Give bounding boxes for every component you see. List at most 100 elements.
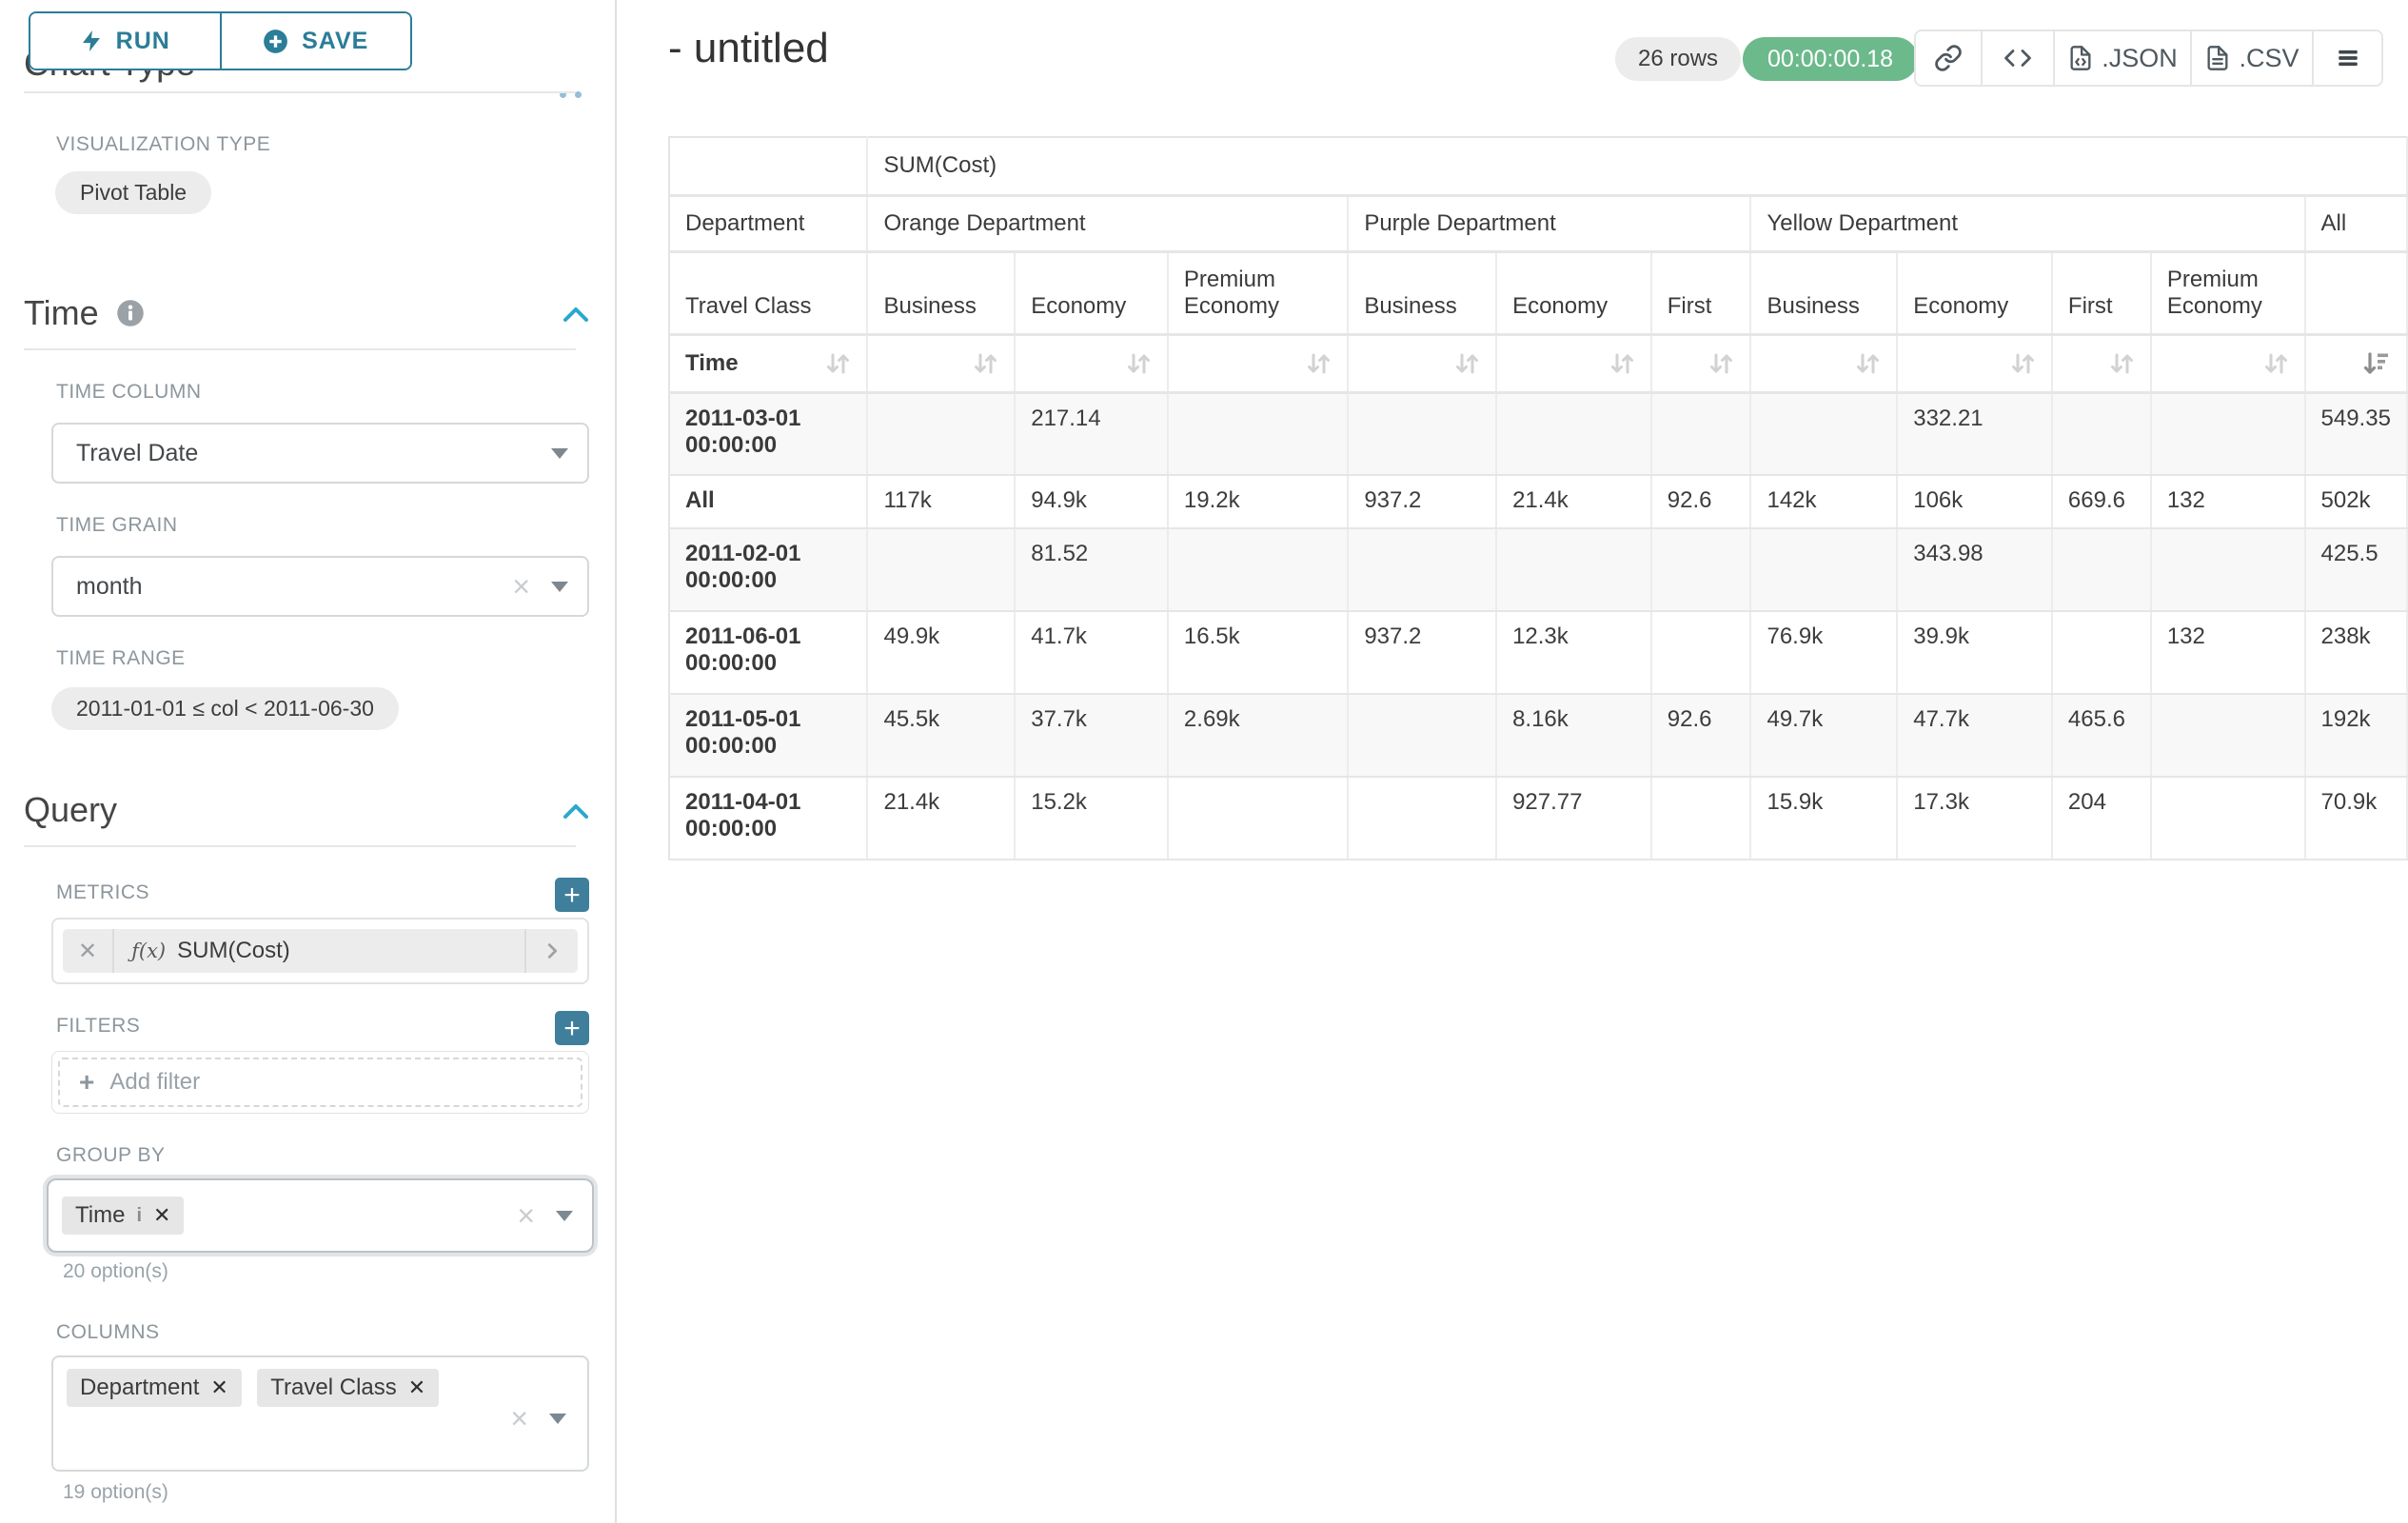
section-divider [24,91,576,93]
columns-select[interactable]: Department ✕ Travel Class ✕ × [51,1355,589,1472]
time-range-pill[interactable]: 2011-01-01 ≤ col < 2011-06-30 [51,687,399,730]
remove-tag-icon[interactable]: ✕ [210,1375,228,1399]
clear-icon[interactable]: × [510,1401,528,1435]
travel-class-header: First [2051,251,2152,336]
sort-icon[interactable] [2009,350,2036,377]
travel-class-header: Economy [1496,251,1652,336]
metrics-container: ✕ ƒ(x) SUM(Cost) [51,918,589,984]
time-grain-select[interactable]: month × [51,556,589,617]
remove-metric-icon[interactable]: ✕ [63,929,115,973]
visualization-type-pill[interactable]: Pivot Table [55,171,212,214]
view-query-button[interactable] [1981,31,2053,85]
sort-icon[interactable] [1609,350,1635,377]
pivot-cell: 937.2 [1348,611,1498,695]
pivot-cell [1348,694,1498,778]
add-metric-button[interactable]: + [555,878,589,912]
sort-header-cell[interactable] [1750,334,1899,394]
pivot-cell [867,528,1016,612]
file-code-icon [2070,46,2091,70]
pivot-cell: 17.3k [1897,777,2053,860]
copy-link-button[interactable] [1916,31,1981,85]
travel-class-header: First [1650,251,1752,336]
metric-pill[interactable]: ✕ ƒ(x) SUM(Cost) [63,929,578,973]
clear-icon[interactable]: × [517,1198,535,1233]
sort-icon[interactable] [1854,350,1881,377]
chevron-down-icon [551,447,568,459]
metrics-label: METRICS [56,881,149,903]
chart-actions-toolbar: .JSON .CSV [1914,30,2383,87]
export-json-button[interactable]: .JSON [2053,31,2190,85]
pivot-cell [1348,777,1498,860]
clear-icon[interactable]: × [512,569,530,603]
remove-tag-icon[interactable]: ✕ [407,1375,426,1399]
remove-tag-icon[interactable]: ✕ [153,1203,171,1227]
sort-header-cell[interactable]: Time [669,334,869,394]
pivot-cell [2150,392,2306,476]
sort-icon[interactable] [1125,350,1152,377]
pivot-cell: 94.9k [1015,475,1169,529]
travel-class-header: Premium Economy [1167,251,1350,336]
columns-label: COLUMNS [56,1321,160,1343]
department-group-header: Purple Department [1348,195,1752,253]
group-by-select[interactable]: Time i ✕ × [47,1178,594,1253]
sort-icon[interactable] [824,350,851,377]
time-section-title: Time [24,293,145,333]
run-button[interactable]: RUN [30,13,220,69]
sort-header-cell[interactable] [1015,334,1169,394]
sort-icon[interactable] [1305,350,1332,377]
sort-icon[interactable] [2262,350,2289,377]
pivot-cell: 15.9k [1750,777,1899,860]
row-dimension-label: Time [685,349,739,376]
panel-resize-dot[interactable] [575,91,582,98]
code-icon [2004,49,2031,67]
time-column-select[interactable]: Travel Date [51,423,589,484]
pivot-cell [1750,392,1899,476]
query-section-title: Query [24,790,118,829]
pivot-cell: 16.5k [1167,611,1350,695]
sort-desc-icon[interactable] [2362,350,2391,377]
sort-icon[interactable] [1453,350,1480,377]
time-grain-label: TIME GRAIN [56,514,178,536]
row-header: 2011-04-01 00:00:00 [669,777,869,860]
pivot-cell [1650,777,1752,860]
time-column-label: TIME COLUMN [56,381,202,403]
pivot-cell [1167,777,1350,860]
sort-header-cell[interactable] [2150,334,2306,394]
sort-header-cell[interactable] [1348,334,1498,394]
pivot-cell [1650,392,1752,476]
sort-header-cell[interactable] [867,334,1016,394]
row-header: 2011-06-01 00:00:00 [669,611,869,695]
collapse-time-section-icon[interactable] [562,303,590,326]
sort-header-cell[interactable] [2051,334,2152,394]
add-filter-plus-button[interactable]: + [555,1011,589,1045]
sort-icon[interactable] [2108,350,2135,377]
sort-header-cell[interactable] [1167,334,1350,394]
department-group-header: Orange Department [867,195,1350,253]
pivot-cell [1348,392,1498,476]
panel-resize-dot[interactable] [560,91,566,98]
more-options-button[interactable] [2312,31,2381,85]
sort-header-cell[interactable] [1897,334,2053,394]
pivot-cell: 39.9k [1897,611,2053,695]
pivot-cell [2150,694,2306,778]
travel-class-header: Business [867,251,1016,336]
expand-metric-icon[interactable] [524,929,578,973]
travel-class-header: Economy [1897,251,2053,336]
sort-icon[interactable] [972,350,998,377]
chevron-down-icon [556,1210,573,1221]
export-csv-button[interactable]: .CSV [2190,31,2312,85]
sort-header-cell[interactable] [2304,334,2408,394]
pivot-corner-cell [669,137,869,197]
sort-header-cell[interactable] [1496,334,1652,394]
pivot-cell: 12.3k [1496,611,1652,695]
collapse-query-section-icon[interactable] [562,800,590,822]
sort-icon[interactable] [1707,350,1734,377]
pivot-cell: 21.4k [867,777,1016,860]
save-button[interactable]: SAVE [219,13,410,69]
add-filter-button[interactable]: + Add filter [58,1058,582,1107]
pivot-cell: 132 [2150,475,2306,529]
sort-header-cell[interactable] [1650,334,1752,394]
pivot-table: SUM(Cost) Department Orange Department Pur… [668,136,2408,860]
chart-title[interactable]: - untitled [668,25,829,71]
